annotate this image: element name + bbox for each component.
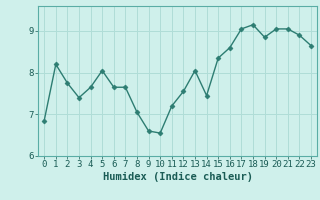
- X-axis label: Humidex (Indice chaleur): Humidex (Indice chaleur): [103, 172, 252, 182]
